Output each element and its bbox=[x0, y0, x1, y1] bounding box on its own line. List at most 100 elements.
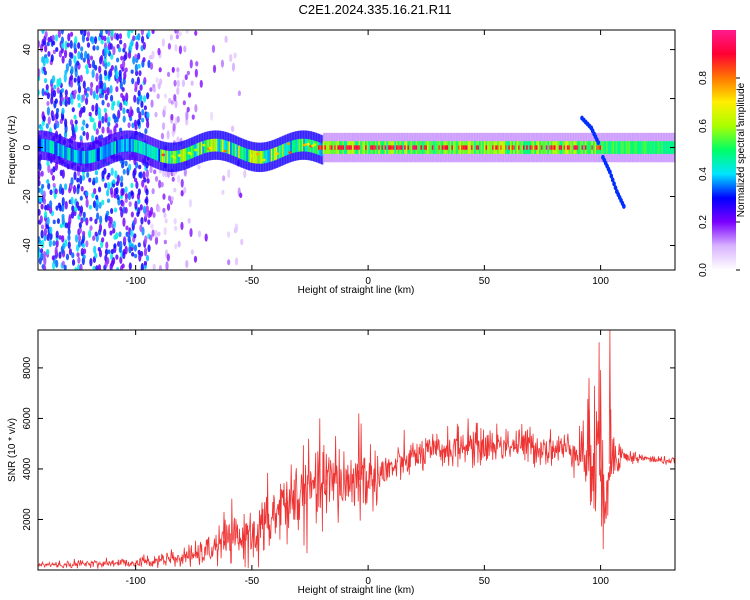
snr-frame bbox=[37, 329, 676, 571]
spectrogram-cell bbox=[92, 200, 97, 209]
spectrogram-cell bbox=[92, 45, 96, 51]
spectrogram-cell bbox=[138, 70, 142, 77]
spectrogram-cell bbox=[98, 65, 102, 74]
spectrogram-cell bbox=[186, 147, 189, 161]
spectrogram-cell bbox=[190, 145, 194, 159]
spectrogram-cell bbox=[151, 188, 155, 195]
spectrogram-cell bbox=[518, 145, 521, 150]
spectrogram-cell bbox=[407, 145, 410, 150]
colorbar-tick-label: 0.6 bbox=[698, 119, 709, 133]
spectrogram-cell bbox=[61, 213, 65, 219]
spectrogram-cell bbox=[77, 42, 81, 49]
spectrogram-cell bbox=[218, 138, 221, 152]
spectrogram-cell bbox=[49, 200, 53, 208]
spectrogram-cell bbox=[38, 170, 41, 180]
spectrogram-cell bbox=[39, 215, 43, 224]
spectrogram-cell bbox=[92, 235, 96, 241]
colorbar: 0.0 0.2 0.4 0.6 0.8 Normalized spectral ampl… bbox=[698, 30, 747, 277]
spectrogram-cell bbox=[128, 262, 132, 270]
spectrogram-cell bbox=[144, 128, 148, 135]
spectrogram-cell bbox=[137, 32, 141, 41]
spectrogram-cell bbox=[83, 30, 87, 37]
spectrogram-cell bbox=[64, 200, 68, 210]
spectrogram-marks bbox=[38, 30, 675, 270]
spectrogram-cell bbox=[89, 216, 93, 222]
spectrogram-cell bbox=[46, 233, 50, 241]
spectrogram-cell bbox=[109, 142, 112, 156]
spectrogram-cell bbox=[60, 41, 65, 49]
spectrogram-cell bbox=[516, 141, 519, 154]
spectrogram-cell bbox=[106, 86, 110, 96]
spectrogram-cell bbox=[568, 145, 571, 150]
spectrogram-cell bbox=[85, 240, 89, 248]
spectrogram-cell bbox=[103, 145, 106, 159]
spectrogram-cell bbox=[330, 145, 334, 150]
spectrogram-cell bbox=[448, 141, 451, 154]
spectrogram-cell bbox=[492, 145, 495, 150]
spectrogram-cell bbox=[77, 256, 81, 264]
spectrogram-cell bbox=[112, 113, 116, 120]
spectrogram-cell bbox=[81, 150, 85, 164]
spectrogram-cell bbox=[73, 149, 77, 163]
spectrogram-cell bbox=[189, 228, 193, 238]
spectrogram-cell bbox=[68, 214, 72, 220]
spectrogram-cell bbox=[78, 222, 82, 229]
spectrogram-cell bbox=[97, 186, 102, 193]
spectrogram-cell bbox=[76, 60, 80, 66]
spectrogram-cell bbox=[596, 145, 599, 150]
spectrogram-cell bbox=[50, 54, 54, 63]
spectrogram-cell bbox=[353, 145, 356, 150]
spectrogram-cell bbox=[139, 171, 143, 179]
spectrogram-panel: -100 -50 0 50 100 -40 -20 0 20 40 Height of stra… bbox=[7, 29, 676, 296]
spectrogram-cell bbox=[194, 148, 198, 152]
spectrogram-cell bbox=[570, 141, 573, 154]
spectrogram-cell bbox=[286, 142, 290, 155]
spectrogram-cell bbox=[363, 141, 366, 154]
spectrogram-cell bbox=[43, 264, 47, 270]
spectrogram-cell bbox=[55, 205, 59, 211]
spectrogram-cell bbox=[221, 139, 225, 153]
spectrogram-cell bbox=[187, 217, 191, 224]
snr-x-tick-label: -50 bbox=[245, 576, 260, 587]
spectrogram-cell bbox=[334, 145, 337, 150]
spectrogram-cell bbox=[67, 33, 71, 42]
spectrogram-cell bbox=[107, 30, 111, 37]
spectrogram-cell bbox=[280, 144, 283, 158]
spectrogram-cell bbox=[97, 246, 101, 252]
spectrogram-cell bbox=[133, 233, 137, 239]
spectrogram-cell bbox=[52, 240, 56, 247]
spectrogram-cell bbox=[256, 150, 259, 164]
spectrogram-cell bbox=[123, 236, 127, 244]
spectrogram-x-tick-label: -50 bbox=[245, 276, 260, 287]
spectrogram-cell bbox=[234, 223, 239, 233]
spectrogram-cell bbox=[509, 141, 513, 154]
spectrogram-cell bbox=[361, 141, 365, 154]
spectrogram-cell bbox=[358, 145, 361, 150]
spectrogram-cell bbox=[69, 79, 74, 88]
spectrogram-cell bbox=[51, 255, 55, 261]
spectrogram-cell bbox=[137, 63, 141, 69]
spectrogram-cell bbox=[121, 59, 126, 69]
spectrogram-cell bbox=[243, 169, 247, 179]
spectrogram-cell bbox=[227, 169, 231, 179]
spectrogram-cell bbox=[82, 119, 86, 126]
spectrogram-cell bbox=[402, 141, 405, 154]
spectrogram-cell bbox=[125, 138, 129, 152]
spectrogram-cell bbox=[185, 110, 189, 121]
spectrogram-cell bbox=[578, 141, 581, 154]
spectrogram-cell bbox=[83, 150, 86, 164]
spectrogram-cell bbox=[121, 188, 125, 196]
spectrogram-cell bbox=[659, 141, 662, 154]
spectrogram-cell bbox=[264, 150, 267, 164]
spectrogram-cell bbox=[124, 192, 129, 200]
spectrogram-cell bbox=[73, 77, 77, 83]
spectrogram-y-tick-label: 40 bbox=[22, 44, 33, 56]
spectrogram-cell bbox=[80, 247, 84, 257]
spectrogram-cell bbox=[79, 51, 84, 61]
spectrogram-cell bbox=[46, 248, 50, 256]
spectrogram-cell bbox=[396, 145, 399, 150]
spectrogram-cell bbox=[79, 263, 83, 270]
spectrogram-cell bbox=[149, 234, 153, 241]
spectrogram-cell bbox=[428, 141, 431, 154]
spectrogram-cell bbox=[604, 141, 607, 154]
